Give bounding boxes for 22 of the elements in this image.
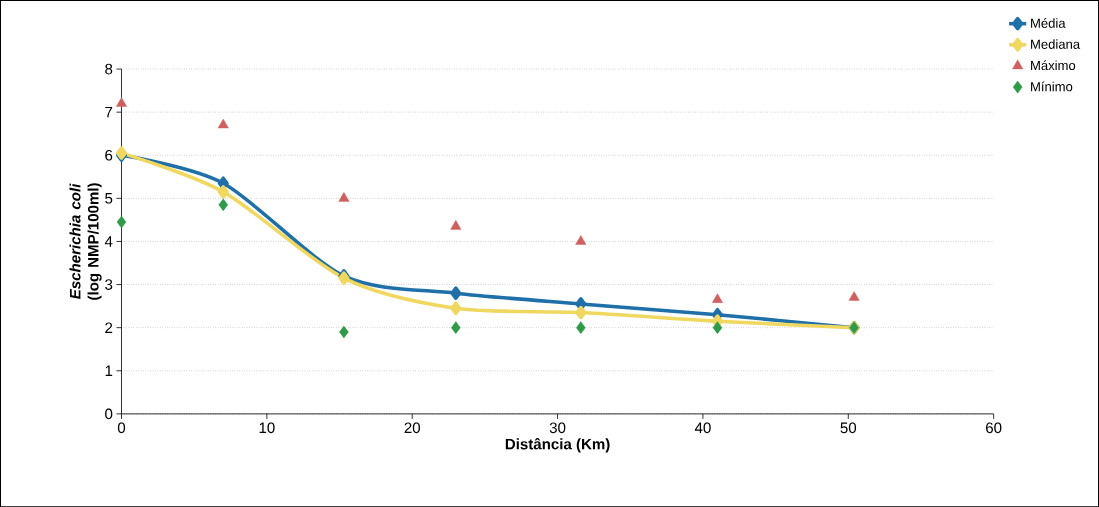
x-axis-title: Distância (Km) [505,437,610,453]
legend-label: Média [1031,18,1066,28]
x-tick-label: 40 [694,422,711,434]
y-tick-label: 7 [105,106,113,118]
x-tick-label: 10 [259,422,275,434]
y-tick-label: 3 [105,279,113,290]
y-tick-label: 4 [104,236,113,247]
y-tick-label: 5 [105,193,113,204]
legend-label: Mínimo [1031,81,1073,92]
y-tick-label: 6 [105,149,113,161]
x-tick-label: 0 [117,422,126,434]
x-tick-label: 50 [840,422,857,434]
x-tick-label: 20 [404,422,420,434]
x-tick-label: 30 [549,422,566,434]
y-tick-label: 8 [105,63,113,75]
legend-label: Máximo [1031,60,1076,71]
y-tick-label: 2 [105,322,113,333]
y-axis-title: Escherichia coli (log NMP/100ml) [69,183,102,300]
y-tick-label: 0 [105,408,113,420]
legend-label: Mediana [1031,39,1081,49]
x-tick-label: 60 [986,422,1002,434]
y-tick-label: 1 [105,365,113,376]
